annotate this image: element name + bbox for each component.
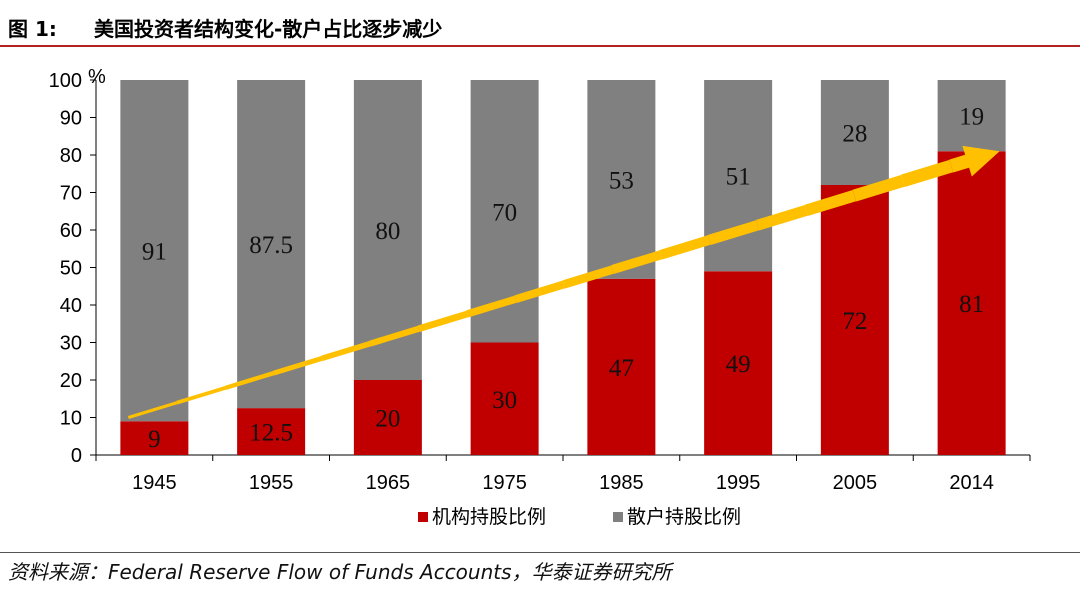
retail-value-label: 70 (492, 199, 517, 226)
y-tick-label: 20 (60, 370, 82, 392)
x-tick-label: 1965 (366, 472, 411, 494)
trend-arrow-segment (611, 250, 663, 274)
y-tick-label: 30 (60, 333, 82, 355)
trend-arrow-segment (659, 235, 711, 260)
institutional-value-label: 9 (148, 426, 161, 453)
institutional-value-label: 20 (375, 406, 400, 433)
retail-value-label: 53 (609, 167, 634, 194)
x-tick-label: 1955 (249, 472, 294, 494)
y-tick-label: 90 (60, 108, 82, 130)
trend-arrow-segment (514, 280, 566, 303)
footer-divider (0, 552, 1080, 553)
institutional-bar (820, 185, 889, 455)
institutional-value-label: 72 (842, 308, 867, 335)
retail-bar (237, 80, 306, 409)
figure-title: 图 1: 美国投资者结构变化-散户占比逐步减少 (8, 14, 442, 44)
trend-arrow-segment (755, 205, 808, 231)
y-tick-label: 100 (49, 70, 82, 92)
legend-label-retail: 散户持股比例 (627, 506, 741, 528)
trend-arrow-segment (321, 340, 372, 361)
y-tick-label: 40 (60, 295, 82, 317)
institutional-value-label: 30 (492, 387, 517, 414)
trend-arrow-head (962, 145, 1000, 177)
y-unit-label: % (88, 66, 106, 88)
figure-title-text: 美国投资者结构变化-散户占比逐步减少 (94, 17, 443, 41)
trend-arrow-segment (707, 220, 760, 245)
x-tick-label: 2005 (833, 472, 878, 494)
retail-value-label: 19 (959, 104, 984, 131)
x-tick-label: 1995 (716, 472, 761, 494)
legend-swatch-retail (613, 512, 623, 522)
institutional-value-label: 12.5 (249, 420, 293, 447)
institutional-value-label: 49 (726, 351, 751, 378)
y-tick-label: 0 (71, 445, 82, 467)
trend-arrow-segment (224, 371, 275, 390)
x-tick-label: 2014 (949, 472, 994, 494)
institutional-bar (353, 380, 422, 455)
institutional-value-label: 47 (609, 355, 634, 382)
chart-container: 0 10 20 30 40 50 60 70 80 90 100% 1945 1955 1965 1975 1… (0, 55, 1080, 555)
retail-bar (120, 80, 189, 422)
trend-arrow-segment (176, 386, 226, 405)
institutional-bar (470, 342, 539, 455)
trend-arrow-segment (804, 190, 857, 216)
legend-swatch-institutional (418, 512, 428, 522)
retail-value-label: 28 (842, 121, 867, 148)
legend-label-institutional: 机构持股比例 (432, 506, 546, 528)
title-divider (0, 45, 1080, 47)
institutional-bar (937, 151, 1006, 455)
institutional-value-label: 81 (959, 291, 984, 318)
trend-arrow-segment (466, 295, 517, 318)
x-tick-label: 1945 (132, 472, 177, 494)
trend-arrow-segment (369, 325, 420, 347)
retail-bar (937, 80, 1006, 152)
trend-arrow-segment (272, 355, 323, 376)
institutional-bar (704, 271, 773, 455)
trend-arrow-segment (852, 174, 905, 202)
x-tick-label: 1985 (599, 472, 644, 494)
y-tick-label: 10 (60, 408, 82, 430)
retail-bar (820, 80, 889, 185)
retail-value-label: 51 (726, 164, 751, 191)
y-tick-label: 50 (60, 258, 82, 280)
trend-arrow-segment (562, 265, 614, 289)
y-tick-label: 60 (60, 220, 82, 242)
retail-value-label: 80 (375, 218, 400, 245)
trend-arrow-segment (127, 401, 178, 419)
institutional-bar (237, 408, 306, 455)
x-tick-label: 1975 (482, 472, 527, 494)
retail-value-label: 91 (142, 239, 167, 266)
retail-bar (587, 80, 656, 279)
trend-arrow-segment (900, 159, 954, 187)
source-note: 资料来源：Federal Reserve Flow of Funds Accou… (8, 560, 672, 584)
stacked-bar-chart: 0 10 20 30 40 50 60 70 80 90 100 % 1945 1955 1965 1975 1… (49, 66, 1031, 528)
y-tick-label: 70 (60, 183, 82, 205)
trend-arrow-segment (417, 310, 469, 332)
y-tick-label: 80 (60, 145, 82, 167)
institutional-bar (587, 278, 656, 455)
retail-value-label: 87.5 (249, 232, 293, 259)
figure-label: 图 1: (8, 17, 57, 41)
institutional-bar (120, 421, 189, 455)
